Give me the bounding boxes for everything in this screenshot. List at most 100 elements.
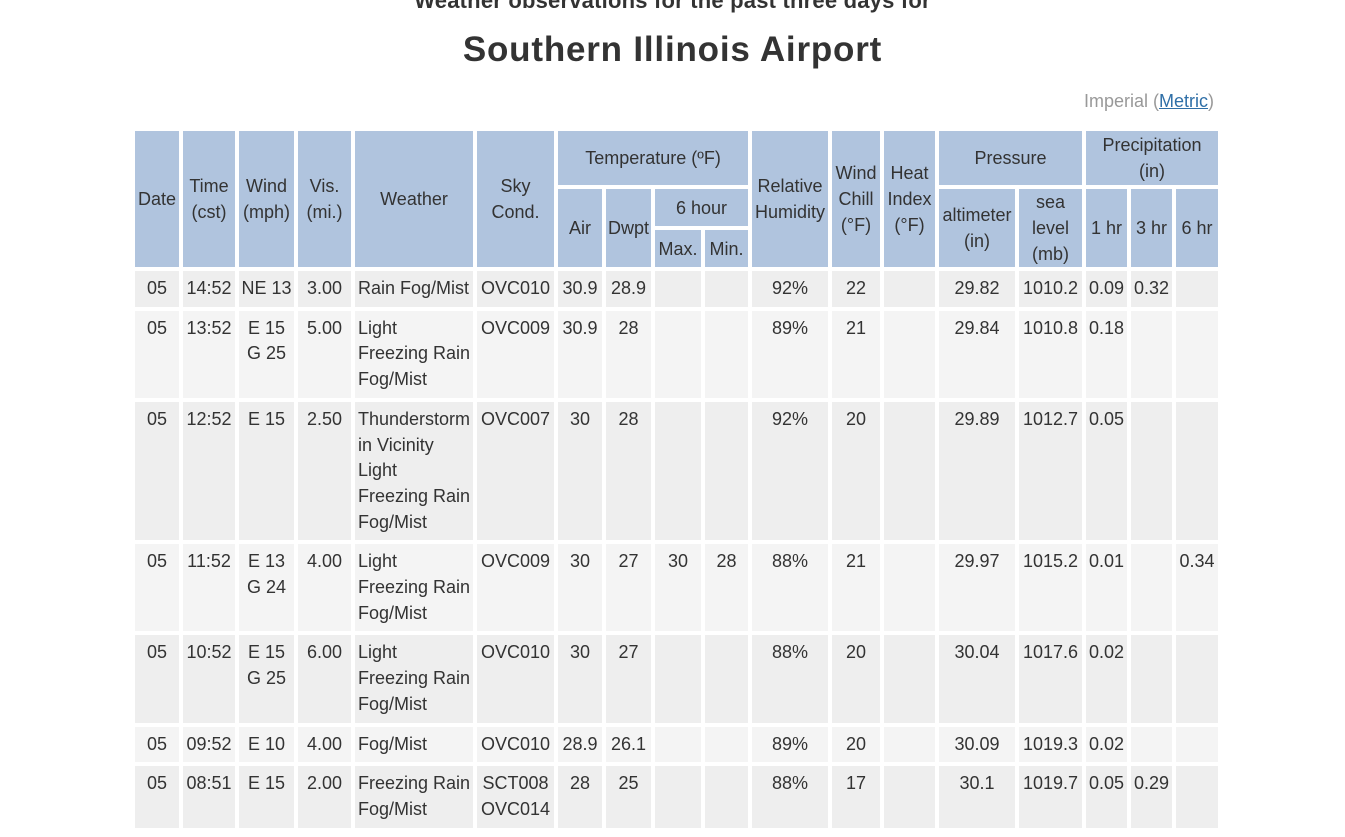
cell-wind: E 15 [239, 401, 294, 541]
col-precip-3hr: 3 hr [1131, 189, 1173, 267]
cell-visibility: 3.00 [298, 271, 351, 307]
cell-precip-3hr [1131, 635, 1173, 723]
cell-heat-index [884, 310, 936, 398]
cell-min [705, 766, 749, 828]
cell-weather: Fog/Mist [355, 726, 473, 763]
col-altimeter: altimeter (in) [939, 189, 1016, 267]
cell-heat-index [884, 401, 936, 541]
table-row: 05 12:52 E 15 2.50 Thunderstorm in Vicin… [135, 401, 1219, 541]
cell-min [705, 271, 749, 307]
units-toggle: Imperial (Metric) [1084, 91, 1214, 112]
cell-dewpoint: 28 [606, 401, 652, 541]
cell-dewpoint: 28.9 [606, 271, 652, 307]
cell-precip-1hr: 0.05 [1086, 766, 1128, 828]
cell-altimeter: 30.09 [939, 726, 1016, 763]
cell-min [705, 726, 749, 763]
cell-time: 09:52 [183, 726, 235, 763]
cell-weather: Freezing Rain Fog/Mist [355, 766, 473, 828]
col-heat-index: Heat Index (°F) [884, 131, 936, 267]
col-wind: Wind (mph) [239, 131, 294, 267]
cell-dewpoint: 26.1 [606, 726, 652, 763]
cell-sea-level: 1017.6 [1019, 635, 1083, 723]
cell-precip-1hr: 0.18 [1086, 310, 1128, 398]
cell-sky: OVC009 [477, 544, 554, 632]
table-row: 05 09:52 E 10 4.00 Fog/Mist OVC010 28.9 … [135, 726, 1219, 763]
cell-date: 05 [135, 726, 179, 763]
cell-precip-1hr: 0.09 [1086, 271, 1128, 307]
cell-humidity: 92% [752, 401, 829, 541]
cell-sky: OVC010 [477, 271, 554, 307]
col-six-hour-min: Min. [705, 230, 749, 267]
cell-visibility: 5.00 [298, 310, 351, 398]
cell-weather: Rain Fog/Mist [355, 271, 473, 307]
cell-max [655, 271, 702, 307]
cell-precip-6hr [1176, 635, 1219, 723]
cell-max [655, 310, 702, 398]
cell-precip-6hr [1176, 401, 1219, 541]
table-row: 05 14:52 NE 13 3.00 Rain Fog/Mist OVC010… [135, 271, 1219, 307]
cell-wind-chill: 17 [832, 766, 881, 828]
cell-max: 30 [655, 544, 702, 632]
cell-time: 11:52 [183, 544, 235, 632]
cell-date: 05 [135, 271, 179, 307]
cell-dewpoint: 25 [606, 766, 652, 828]
cell-wind-chill: 20 [832, 726, 881, 763]
cell-max [655, 766, 702, 828]
cell-precip-1hr: 0.05 [1086, 401, 1128, 541]
units-close-paren: ) [1208, 91, 1214, 111]
cell-heat-index [884, 544, 936, 632]
cell-min: 28 [705, 544, 749, 632]
cell-precip-6hr: 0.34 [1176, 544, 1219, 632]
cell-precip-6hr [1176, 726, 1219, 763]
cell-altimeter: 29.84 [939, 310, 1016, 398]
page-title: Southern Illinois Airport [462, 30, 883, 69]
cell-precip-6hr [1176, 271, 1219, 307]
cell-altimeter: 29.89 [939, 401, 1016, 541]
cell-weather: Thunderstorm in Vicinity Light Freezing … [355, 401, 473, 541]
cell-air: 30 [558, 544, 602, 632]
cell-humidity: 89% [752, 310, 829, 398]
cell-min [705, 635, 749, 723]
cell-sea-level: 1015.2 [1019, 544, 1083, 632]
cell-wind: E 10 [239, 726, 294, 763]
col-weather: Weather [355, 131, 473, 267]
cell-time: 10:52 [183, 635, 235, 723]
cell-heat-index [884, 726, 936, 763]
observations-table: Date Time (cst) Wind (mph) Vis. (mi.) We… [131, 127, 1222, 832]
cell-precip-3hr: 0.29 [1131, 766, 1173, 828]
cell-heat-index [884, 271, 936, 307]
cell-date: 05 [135, 401, 179, 541]
cell-altimeter: 30.04 [939, 635, 1016, 723]
cell-wind: E 15 G 25 [239, 310, 294, 398]
cell-date: 05 [135, 310, 179, 398]
cell-dewpoint: 27 [606, 635, 652, 723]
cell-max [655, 726, 702, 763]
cell-visibility: 4.00 [298, 726, 351, 763]
cell-humidity: 88% [752, 766, 829, 828]
col-sky-condition: Sky Cond. [477, 131, 554, 267]
cell-sky: OVC009 [477, 310, 554, 398]
cell-visibility: 6.00 [298, 635, 351, 723]
cell-time: 13:52 [183, 310, 235, 398]
cell-time: 12:52 [183, 401, 235, 541]
cell-precip-3hr: 0.32 [1131, 271, 1173, 307]
col-sea-level: sea level (mb) [1019, 189, 1083, 267]
col-six-hour-max: Max. [655, 230, 702, 267]
cell-visibility: 2.50 [298, 401, 351, 541]
cell-precip-3hr [1131, 401, 1173, 541]
cell-precip-3hr [1131, 726, 1173, 763]
metric-link[interactable]: Metric [1159, 91, 1208, 111]
cell-sky: OVC010 [477, 726, 554, 763]
cell-sky: SCT008 OVC014 [477, 766, 554, 828]
cell-precip-6hr [1176, 766, 1219, 828]
cell-sky: OVC007 [477, 401, 554, 541]
table-row: 05 11:52 E 13 G 24 4.00 Light Freezing R… [135, 544, 1219, 632]
cell-max [655, 635, 702, 723]
cell-date: 05 [135, 766, 179, 828]
cell-date: 05 [135, 635, 179, 723]
cell-time: 14:52 [183, 271, 235, 307]
cell-wind: E 13 G 24 [239, 544, 294, 632]
col-precip-1hr: 1 hr [1086, 189, 1128, 267]
cell-sea-level: 1019.7 [1019, 766, 1083, 828]
col-visibility: Vis. (mi.) [298, 131, 351, 267]
